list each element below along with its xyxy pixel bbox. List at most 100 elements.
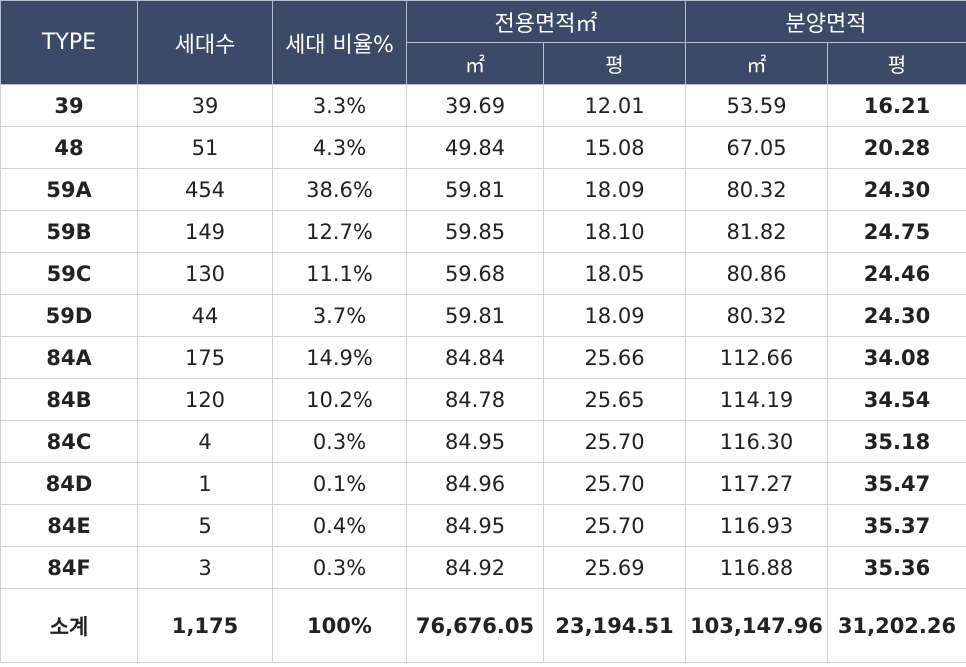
cell-supply-pyeong: 24.30 — [827, 168, 966, 211]
cell-type: 84C — [0, 420, 138, 463]
table-row: 84D 1 0.1% 84.96 25.70 117.27 35.47 — [0, 462, 966, 505]
cell-exclusive-sqm: 84.95 — [406, 504, 544, 547]
cell-exclusive-sqm: 84.95 — [406, 420, 544, 463]
cell-exclusive-pyeong: 18.05 — [543, 252, 686, 295]
col-header-supply-area: 분양면적 — [685, 0, 966, 43]
cell-type: 48 — [0, 126, 138, 169]
total-supply-pyeong: 31,202.26 — [827, 588, 966, 663]
cell-type: 84D — [0, 462, 138, 505]
cell-ratio: 12.7% — [272, 210, 407, 253]
total-label: 소계 — [0, 588, 138, 663]
cell-exclusive-pyeong: 12.01 — [543, 84, 686, 127]
cell-ratio: 10.2% — [272, 378, 407, 421]
cell-units: 175 — [137, 336, 273, 379]
cell-units: 149 — [137, 210, 273, 253]
cell-ratio: 0.3% — [272, 546, 407, 589]
table-row: 84A 175 14.9% 84.84 25.66 112.66 34.08 — [0, 336, 966, 379]
cell-type: 84E — [0, 504, 138, 547]
cell-exclusive-pyeong: 25.66 — [543, 336, 686, 379]
cell-units: 51 — [137, 126, 273, 169]
col-header-ratio: 세대 비율% — [272, 0, 407, 85]
table-header: TYPE 세대수 세대 비율% 전용면적㎡ 분양면적 ㎡ 평 ㎡ 평 — [0, 0, 966, 85]
table-row: 84E 5 0.4% 84.95 25.70 116.93 35.37 — [0, 504, 966, 547]
cell-ratio: 3.3% — [272, 84, 407, 127]
cell-exclusive-sqm: 59.68 — [406, 252, 544, 295]
total-row: 소계 1,175 100% 76,676.05 23,194.51 103,14… — [0, 588, 966, 663]
cell-type: 59B — [0, 210, 138, 253]
cell-exclusive-pyeong: 25.70 — [543, 420, 686, 463]
cell-units: 3 — [137, 546, 273, 589]
cell-supply-sqm: 116.88 — [685, 546, 828, 589]
table-body: 39 39 3.3% 39.69 12.01 53.59 16.21 48 51 4.3% 49.8… — [0, 84, 966, 663]
cell-supply-sqm: 80.32 — [685, 294, 828, 337]
table-row: 59B 149 12.7% 59.85 18.10 81.82 24.75 — [0, 210, 966, 253]
cell-supply-sqm: 112.66 — [685, 336, 828, 379]
cell-exclusive-pyeong: 18.09 — [543, 294, 686, 337]
total-supply-sqm: 103,147.96 — [685, 588, 828, 663]
cell-supply-pyeong: 35.36 — [827, 546, 966, 589]
total-exclusive-sqm: 76,676.05 — [406, 588, 544, 663]
cell-exclusive-sqm: 84.78 — [406, 378, 544, 421]
cell-ratio: 0.1% — [272, 462, 407, 505]
cell-supply-sqm: 67.05 — [685, 126, 828, 169]
cell-exclusive-sqm: 49.84 — [406, 126, 544, 169]
cell-type: 84B — [0, 378, 138, 421]
cell-units: 44 — [137, 294, 273, 337]
total-ratio: 100% — [272, 588, 407, 663]
cell-supply-pyeong: 35.47 — [827, 462, 966, 505]
cell-supply-sqm: 81.82 — [685, 210, 828, 253]
col-header-supply-pyeong: 평 — [827, 42, 966, 85]
cell-supply-pyeong: 34.08 — [827, 336, 966, 379]
cell-supply-sqm: 80.86 — [685, 252, 828, 295]
cell-supply-pyeong: 24.30 — [827, 294, 966, 337]
col-header-units: 세대수 — [137, 0, 273, 85]
cell-exclusive-pyeong: 25.69 — [543, 546, 686, 589]
col-header-exclusive-pyeong: 평 — [543, 42, 686, 85]
cell-type: 39 — [0, 84, 138, 127]
cell-type: 59C — [0, 252, 138, 295]
col-header-type: TYPE — [0, 0, 138, 85]
cell-supply-sqm: 117.27 — [685, 462, 828, 505]
total-exclusive-pyeong: 23,194.51 — [543, 588, 686, 663]
cell-supply-sqm: 114.19 — [685, 378, 828, 421]
cell-ratio: 0.4% — [272, 504, 407, 547]
col-header-supply-sqm: ㎡ — [685, 42, 828, 85]
col-header-exclusive-sqm: ㎡ — [406, 42, 544, 85]
cell-supply-pyeong: 35.37 — [827, 504, 966, 547]
header-row-sub: ㎡ 평 ㎡ 평 — [1, 42, 966, 85]
cell-units: 1 — [137, 462, 273, 505]
cell-ratio: 14.9% — [272, 336, 407, 379]
cell-type: 59D — [0, 294, 138, 337]
cell-exclusive-sqm: 59.81 — [406, 168, 544, 211]
cell-exclusive-pyeong: 18.10 — [543, 210, 686, 253]
cell-ratio: 11.1% — [272, 252, 407, 295]
table-row: 84C 4 0.3% 84.95 25.70 116.30 35.18 — [0, 420, 966, 463]
cell-exclusive-pyeong: 15.08 — [543, 126, 686, 169]
cell-units: 120 — [137, 378, 273, 421]
table-row: 84F 3 0.3% 84.92 25.69 116.88 35.36 — [0, 546, 966, 589]
total-units: 1,175 — [137, 588, 273, 663]
cell-exclusive-pyeong: 25.65 — [543, 378, 686, 421]
cell-exclusive-pyeong: 25.70 — [543, 462, 686, 505]
cell-exclusive-sqm: 84.96 — [406, 462, 544, 505]
cell-ratio: 38.6% — [272, 168, 407, 211]
cell-supply-sqm: 53.59 — [685, 84, 828, 127]
table-row: 48 51 4.3% 49.84 15.08 67.05 20.28 — [0, 126, 966, 169]
cell-exclusive-sqm: 39.69 — [406, 84, 544, 127]
cell-exclusive-sqm: 84.92 — [406, 546, 544, 589]
cell-exclusive-sqm: 59.85 — [406, 210, 544, 253]
cell-exclusive-pyeong: 25.70 — [543, 504, 686, 547]
cell-exclusive-pyeong: 18.09 — [543, 168, 686, 211]
cell-type: 84A — [0, 336, 138, 379]
table-row: 39 39 3.3% 39.69 12.01 53.59 16.21 — [0, 84, 966, 127]
cell-ratio: 4.3% — [272, 126, 407, 169]
cell-type: 84F — [0, 546, 138, 589]
col-header-exclusive-area: 전용면적㎡ — [406, 0, 686, 43]
cell-ratio: 3.7% — [272, 294, 407, 337]
cell-supply-pyeong: 34.54 — [827, 378, 966, 421]
table-row: 59D 44 3.7% 59.81 18.09 80.32 24.30 — [0, 294, 966, 337]
cell-ratio: 0.3% — [272, 420, 407, 463]
cell-supply-sqm: 116.30 — [685, 420, 828, 463]
cell-supply-pyeong: 16.21 — [827, 84, 966, 127]
